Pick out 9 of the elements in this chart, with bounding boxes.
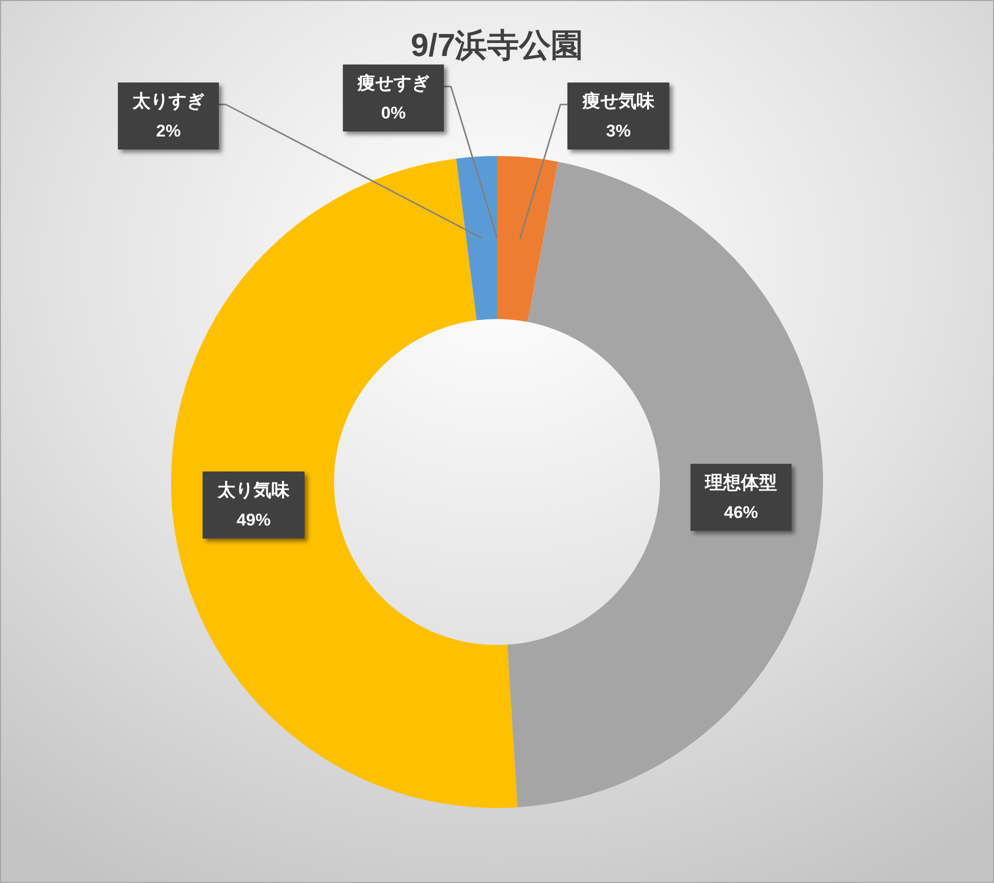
slice-label: 太りすぎ bbox=[131, 91, 204, 111]
data-label: 3% bbox=[606, 122, 631, 140]
slice-label: 太り気味 bbox=[216, 480, 291, 500]
title: 9/7浜寺公園 bbox=[410, 27, 584, 63]
data-label: 49% bbox=[236, 510, 271, 530]
data-label: 46% bbox=[724, 502, 758, 522]
data-label: 2% bbox=[156, 122, 181, 140]
slice-label: 痩せ気味 bbox=[581, 91, 656, 111]
slice-label: 理想体型 bbox=[704, 472, 778, 492]
